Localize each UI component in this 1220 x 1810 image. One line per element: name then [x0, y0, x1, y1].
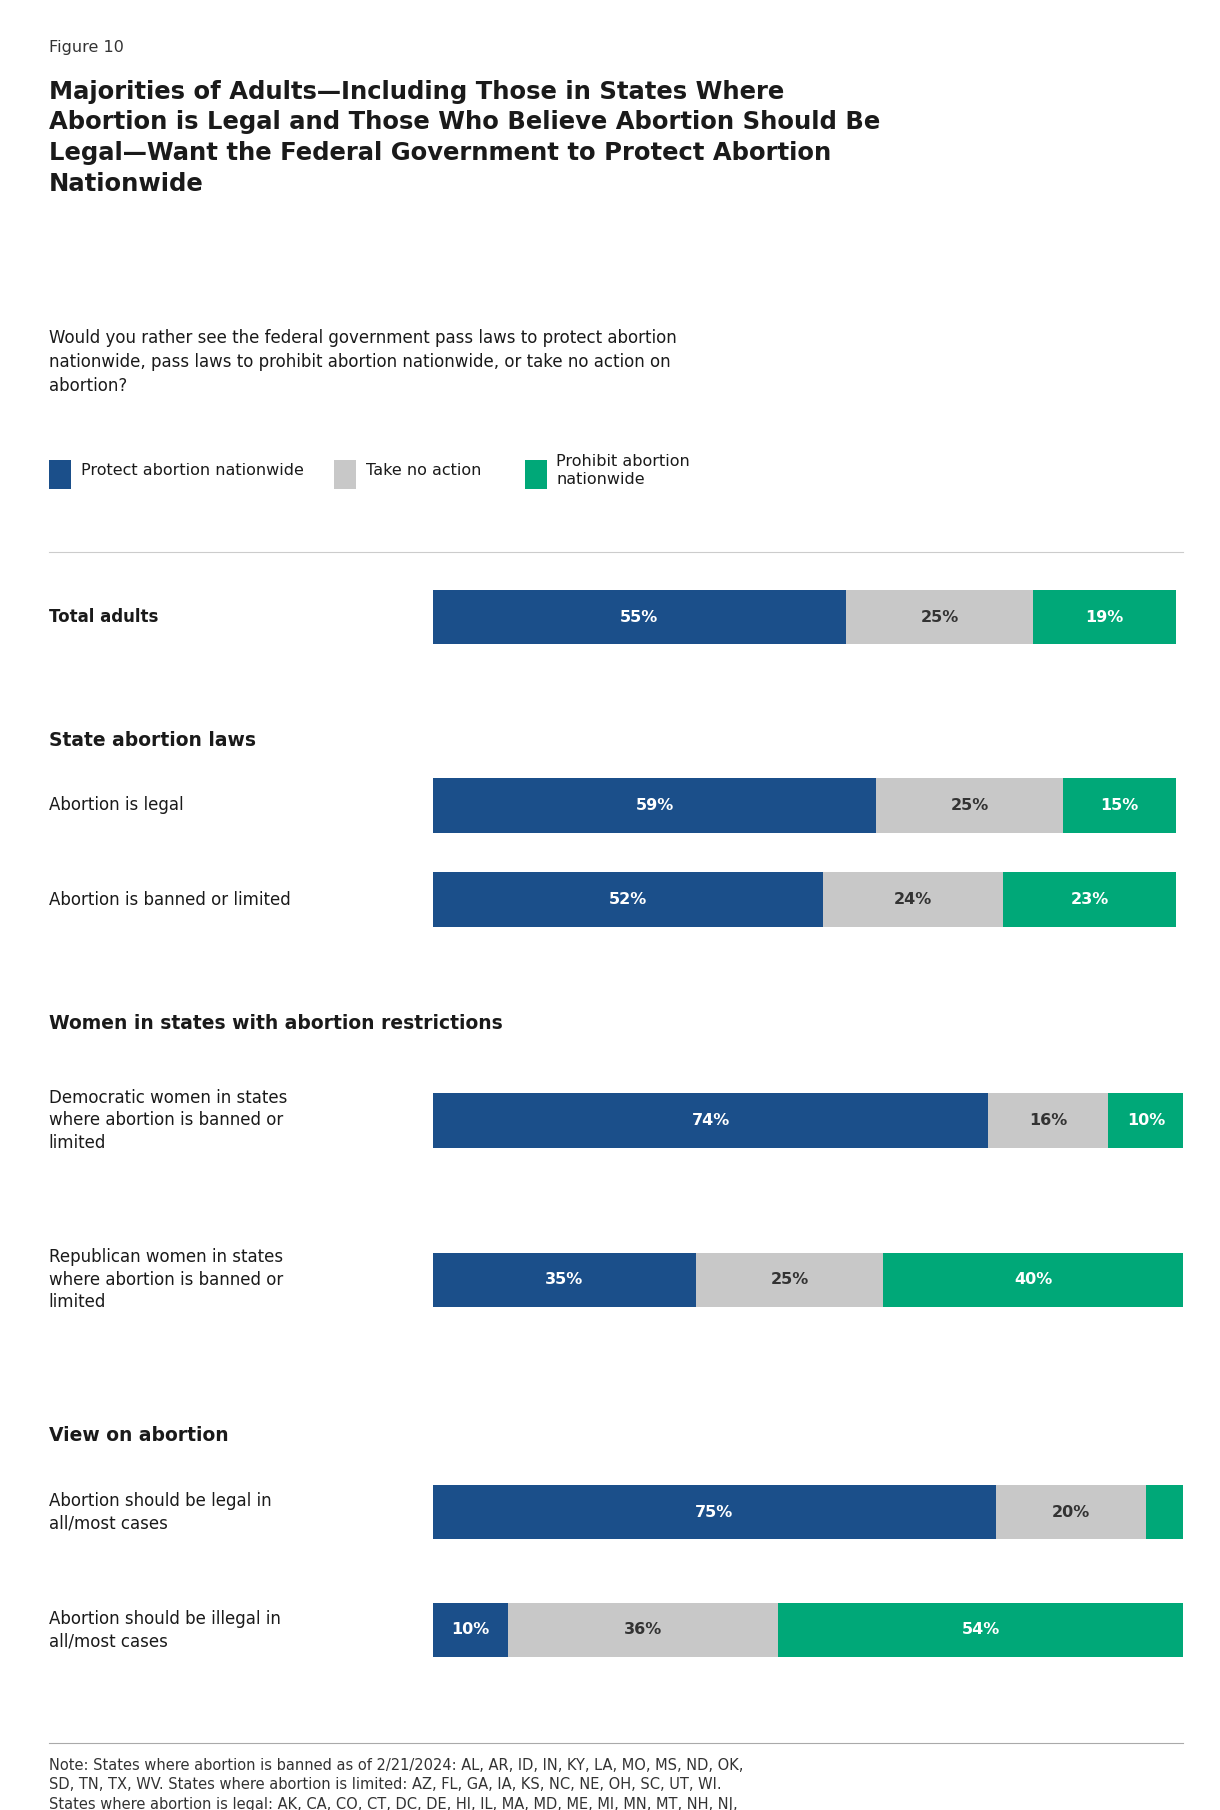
Text: 25%: 25%	[920, 610, 959, 624]
Text: 75%: 75%	[695, 1504, 733, 1520]
Bar	[433, 590, 845, 644]
Text: 52%: 52%	[609, 892, 648, 907]
Text: 24%: 24%	[894, 892, 932, 907]
Bar	[508, 1604, 778, 1658]
Bar	[433, 1604, 508, 1658]
Text: 55%: 55%	[620, 610, 659, 624]
Text: 35%: 35%	[545, 1272, 583, 1287]
Text: Would you rather see the federal government pass laws to protect abortion
nation: Would you rather see the federal governm…	[49, 329, 677, 395]
Text: Prohibit abortion
nationwide: Prohibit abortion nationwide	[556, 454, 691, 487]
Text: 36%: 36%	[625, 1622, 662, 1638]
Text: Majorities of Adults—Including Those in States Where
Abortion is Legal and Those: Majorities of Adults—Including Those in …	[49, 80, 880, 195]
Bar	[433, 1253, 695, 1307]
Text: Republican women in states
where abortion is banned or
limited: Republican women in states where abortio…	[49, 1249, 283, 1310]
Bar	[883, 1253, 1183, 1307]
Text: 23%: 23%	[1070, 892, 1109, 907]
Bar	[433, 1093, 988, 1148]
Bar	[1109, 1093, 1183, 1148]
Text: 19%: 19%	[1086, 610, 1124, 624]
Bar	[988, 1093, 1109, 1148]
Text: Abortion should be legal in
all/most cases: Abortion should be legal in all/most cas…	[49, 1491, 271, 1533]
Text: Total adults: Total adults	[49, 608, 159, 626]
Text: Abortion is legal: Abortion is legal	[49, 796, 183, 814]
Bar	[433, 1486, 996, 1540]
Bar	[845, 590, 1033, 644]
Text: 16%: 16%	[1030, 1113, 1068, 1128]
Bar	[1033, 590, 1176, 644]
Text: Protect abortion nationwide: Protect abortion nationwide	[81, 463, 304, 478]
Bar	[876, 778, 1064, 833]
Text: Abortion should be illegal in
all/most cases: Abortion should be illegal in all/most c…	[49, 1609, 281, 1651]
Text: 10%: 10%	[451, 1622, 489, 1638]
Text: 54%: 54%	[961, 1622, 1000, 1638]
Text: View on abortion: View on abortion	[49, 1426, 228, 1444]
Text: 15%: 15%	[1100, 798, 1138, 813]
Bar	[1064, 778, 1176, 833]
Text: Figure 10: Figure 10	[49, 40, 123, 54]
Bar	[433, 872, 824, 927]
Bar	[49, 460, 71, 489]
Text: 10%: 10%	[1127, 1113, 1165, 1128]
Text: State abortion laws: State abortion laws	[49, 731, 256, 749]
Bar	[1146, 1486, 1183, 1540]
Text: 40%: 40%	[1014, 1272, 1053, 1287]
Text: Women in states with abortion restrictions: Women in states with abortion restrictio…	[49, 1014, 503, 1032]
Text: 25%: 25%	[770, 1272, 809, 1287]
Text: Take no action: Take no action	[366, 463, 482, 478]
Bar	[334, 460, 356, 489]
Bar	[695, 1253, 883, 1307]
Text: 25%: 25%	[950, 798, 988, 813]
Bar	[433, 778, 876, 833]
Bar	[1003, 872, 1176, 927]
Bar	[778, 1604, 1183, 1658]
Bar	[525, 460, 547, 489]
Text: 20%: 20%	[1052, 1504, 1089, 1520]
Text: 74%: 74%	[692, 1113, 730, 1128]
Text: 59%: 59%	[636, 798, 673, 813]
Text: Note: States where abortion is banned as of 2/21/2024: AL, AR, ID, IN, KY, LA, M: Note: States where abortion is banned as…	[49, 1758, 743, 1810]
Bar	[824, 872, 1003, 927]
Text: Abortion is banned or limited: Abortion is banned or limited	[49, 891, 290, 909]
Bar	[996, 1486, 1146, 1540]
Text: Democratic women in states
where abortion is banned or
limited: Democratic women in states where abortio…	[49, 1090, 287, 1151]
